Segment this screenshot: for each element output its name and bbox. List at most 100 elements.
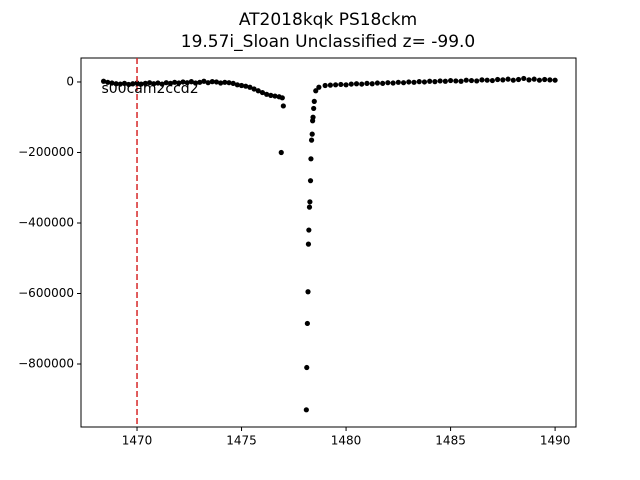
point — [130, 81, 136, 87]
point — [100, 78, 107, 84]
point — [243, 83, 249, 89]
point — [305, 241, 312, 247]
point — [218, 80, 224, 86]
point — [364, 80, 370, 86]
point — [264, 91, 270, 97]
point — [226, 80, 232, 86]
point — [134, 80, 140, 86]
point — [192, 80, 199, 86]
point — [247, 84, 253, 90]
point — [268, 92, 274, 98]
point — [126, 81, 132, 88]
point — [167, 80, 174, 86]
x-tick-label: 1490 — [540, 434, 571, 448]
point — [432, 79, 438, 85]
point — [113, 81, 119, 87]
axes-frame — [80, 57, 577, 428]
point — [306, 204, 313, 210]
point — [333, 82, 339, 88]
point — [313, 88, 319, 94]
point — [222, 79, 228, 85]
point — [484, 77, 490, 83]
point — [308, 137, 315, 143]
point — [304, 364, 310, 371]
point — [209, 79, 215, 85]
point — [521, 75, 527, 82]
point — [234, 82, 240, 88]
point — [121, 80, 128, 86]
point — [272, 93, 278, 99]
point — [151, 81, 157, 87]
point — [369, 81, 375, 87]
point — [468, 77, 475, 84]
point — [395, 79, 401, 85]
point — [495, 76, 501, 83]
point — [230, 80, 236, 86]
point — [338, 81, 344, 88]
point — [510, 77, 516, 83]
point — [348, 81, 354, 87]
point — [201, 78, 207, 84]
point — [390, 80, 396, 86]
point — [205, 80, 211, 86]
point — [406, 79, 412, 85]
point — [437, 78, 443, 84]
point — [105, 79, 111, 85]
point — [138, 81, 144, 87]
point — [142, 80, 148, 86]
x-tick-label: 1485 — [435, 434, 466, 448]
point — [463, 77, 469, 83]
point — [479, 77, 485, 83]
point — [307, 178, 314, 184]
point — [180, 79, 186, 85]
point — [172, 79, 178, 85]
point — [311, 98, 317, 104]
y-tick-label: −800000 — [18, 357, 74, 371]
point — [322, 82, 328, 89]
point — [458, 78, 464, 84]
point — [197, 79, 203, 85]
point — [311, 105, 317, 112]
x-tick-label: 1480 — [331, 434, 362, 448]
point — [442, 78, 448, 84]
point — [547, 77, 553, 83]
y-tick-label: 0 — [66, 74, 74, 88]
point — [259, 89, 266, 96]
point — [159, 81, 165, 87]
point — [309, 131, 315, 137]
point — [188, 79, 194, 85]
point — [411, 79, 417, 85]
annotation: s00cam2ccd2 — [101, 81, 198, 97]
point — [176, 80, 182, 86]
point — [427, 78, 433, 84]
point — [255, 88, 261, 94]
point — [305, 289, 311, 295]
point — [500, 77, 506, 83]
point — [353, 81, 360, 87]
point — [416, 79, 422, 85]
point — [310, 114, 316, 120]
point — [279, 95, 285, 101]
point — [421, 79, 428, 85]
point — [489, 77, 495, 84]
point — [531, 76, 537, 82]
point — [303, 407, 309, 413]
point — [109, 80, 115, 86]
point — [316, 84, 322, 90]
point — [304, 320, 310, 327]
point — [380, 80, 386, 86]
point — [542, 76, 548, 83]
point — [278, 149, 284, 156]
point — [359, 81, 365, 87]
point — [184, 80, 190, 86]
chart-title: AT2018kqk PS18ckm 19.57i_Sloan Unclassifi… — [181, 10, 475, 52]
point — [526, 77, 532, 83]
y-tick-label: −600000 — [18, 286, 74, 300]
point — [515, 76, 522, 83]
point — [280, 103, 286, 109]
y-tick-label: −400000 — [18, 215, 74, 229]
point — [307, 199, 313, 205]
